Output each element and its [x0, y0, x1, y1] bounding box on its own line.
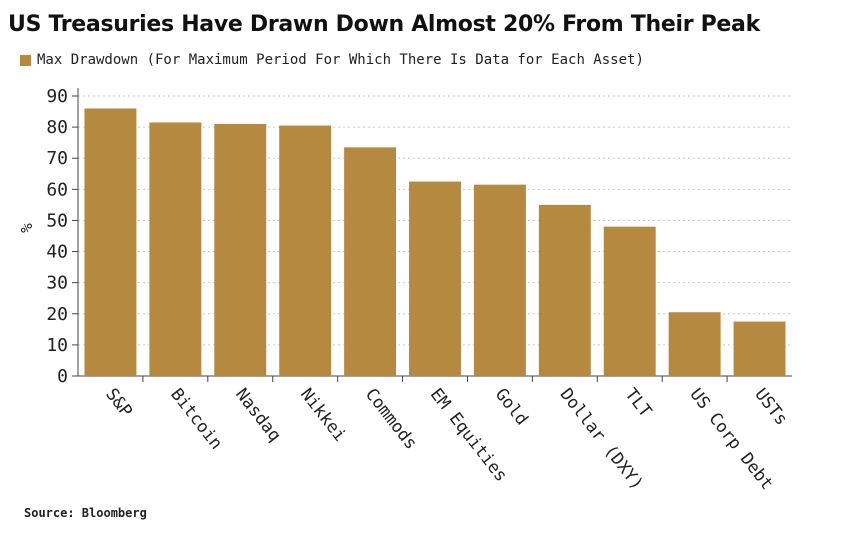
y-tick-label: 90	[46, 86, 68, 107]
legend: Max Drawdown (For Maximum Period For Whi…	[20, 50, 644, 70]
bar	[149, 122, 202, 376]
y-tick-label: 40	[46, 242, 68, 263]
bar	[473, 184, 526, 376]
bar	[344, 147, 397, 376]
y-tick-label: 10	[46, 335, 68, 356]
y-tick-label: 80	[46, 117, 68, 138]
x-tick-label: TLT	[621, 385, 656, 422]
bar	[409, 181, 461, 376]
y-tick-label: 70	[46, 148, 68, 169]
x-tick-label: Nasdaq	[231, 385, 285, 446]
y-axis-label: %	[17, 223, 36, 233]
x-tick-label: Commods	[361, 385, 421, 454]
x-tick-label: USTs	[750, 385, 791, 430]
y-tick-label: 20	[46, 304, 68, 325]
bar	[733, 321, 786, 376]
y-tick-label: 30	[46, 273, 68, 294]
x-tick-label: Gold	[491, 385, 532, 430]
y-tick-label: 0	[57, 366, 68, 387]
y-tick-label: 60	[46, 179, 68, 200]
bar	[214, 124, 267, 376]
bar	[603, 226, 656, 376]
x-tick-label: S&P	[101, 385, 136, 422]
x-tick-label: Bitcoin	[166, 385, 226, 454]
x-tick-label: Nikkei	[296, 385, 350, 446]
bar	[279, 125, 332, 376]
bar	[538, 204, 591, 376]
bar	[84, 108, 137, 376]
legend-swatch	[20, 54, 31, 66]
source-note: Source: Bloomberg	[24, 506, 147, 520]
legend-label: Max Drawdown (For Maximum Period For Whi…	[37, 52, 644, 68]
y-tick-label: 50	[46, 210, 68, 231]
chart-title: US Treasuries Have Drawn Down Almost 20%…	[8, 12, 760, 37]
bar	[668, 312, 721, 376]
